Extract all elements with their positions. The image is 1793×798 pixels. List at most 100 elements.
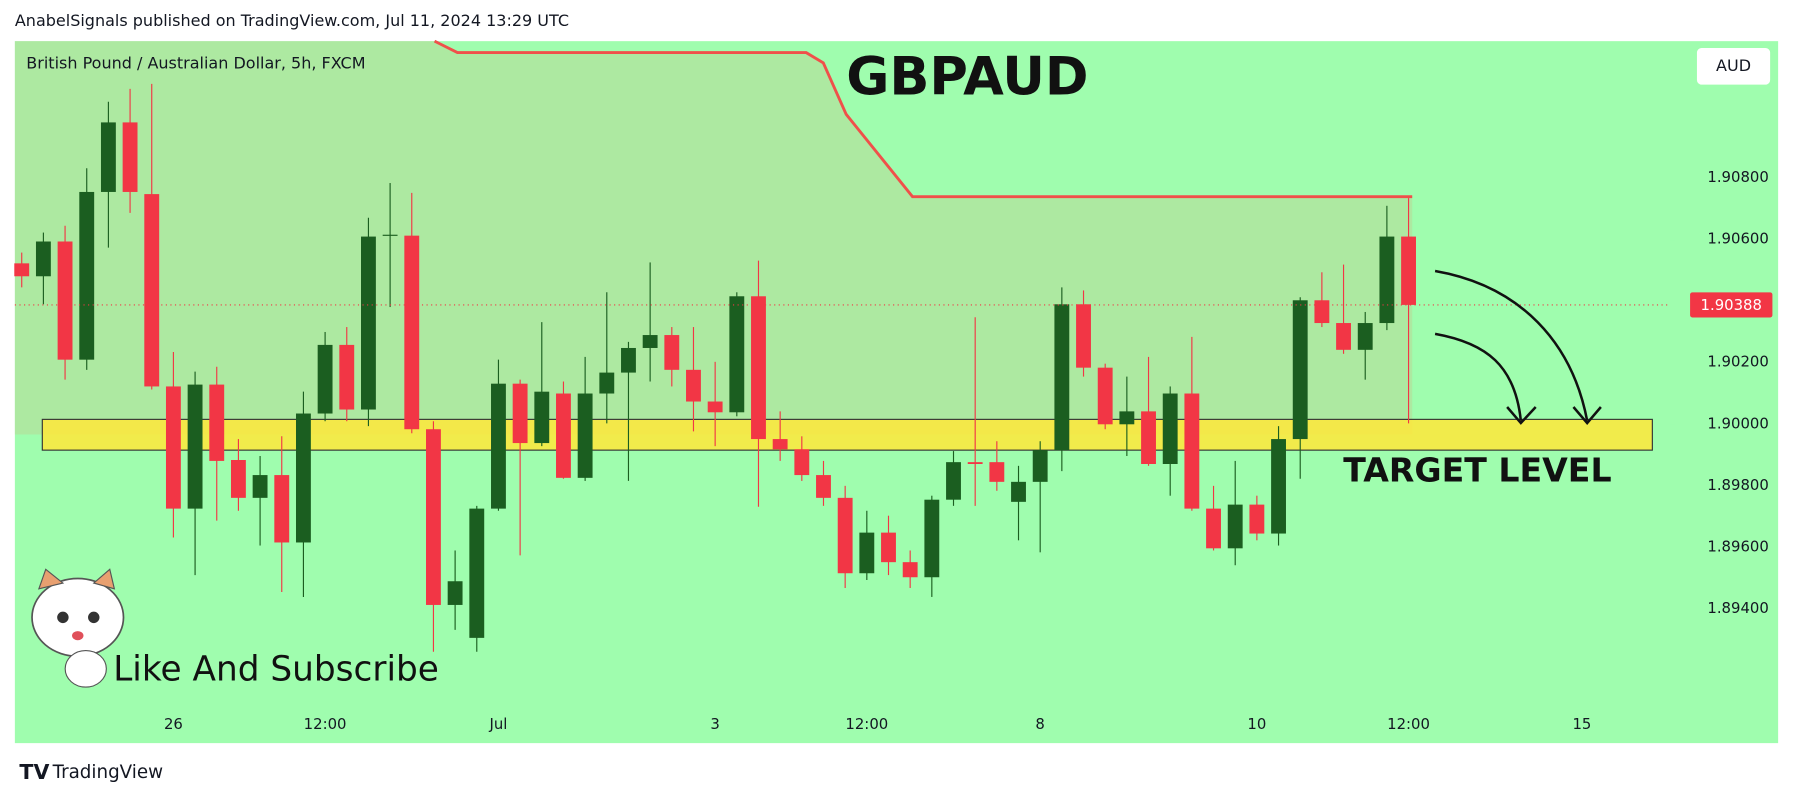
mascot-eye [57, 611, 69, 624]
candle-body [382, 234, 398, 236]
y-tick-label: 1.90800 [1707, 168, 1768, 186]
candle-body [859, 532, 875, 574]
candle-body [989, 462, 1005, 482]
candle-body [967, 462, 983, 464]
candle-body [165, 386, 181, 509]
candle-body [230, 459, 246, 498]
brand: TradingView [52, 762, 164, 783]
x-tick-label: 15 [1572, 715, 1591, 733]
candle-body [686, 369, 701, 402]
candle-body [491, 383, 506, 509]
x-tick-label: 3 [710, 715, 719, 733]
candle-body [1227, 504, 1243, 549]
y-tick-label: 1.89800 [1707, 476, 1768, 494]
candle-body [1076, 304, 1091, 368]
candle-body [621, 347, 636, 373]
chart-title: GBPAUD [846, 47, 1088, 108]
currency-label[interactable]: AUD [1716, 56, 1751, 75]
candle-body [1206, 508, 1221, 549]
candle-body [1141, 411, 1156, 464]
candle-body [252, 475, 268, 498]
arrow-head [1506, 406, 1537, 425]
x-tick-label: 12:00 [304, 715, 347, 733]
target-zone [41, 418, 1653, 451]
y-tick-label: 1.90600 [1707, 230, 1768, 248]
candle-body [816, 475, 831, 498]
candle-body [642, 335, 658, 348]
candle-body [14, 263, 30, 277]
candle-body [751, 296, 766, 440]
resistance-line [433, 39, 1413, 199]
mascot-body [64, 649, 107, 688]
candle-body [577, 393, 593, 478]
candle-body [1357, 323, 1373, 350]
candle-body [1249, 504, 1265, 534]
chart-bg [14, 41, 1779, 744]
x-tick-label: 8 [1035, 715, 1044, 733]
candle-body [339, 344, 355, 410]
y-tick-label: 1.89600 [1707, 537, 1768, 555]
candle-body [209, 384, 225, 461]
candle-body [57, 241, 73, 360]
candle-body [144, 194, 160, 387]
candle-body [1162, 393, 1178, 464]
mascot-head [31, 577, 125, 658]
candle-body [426, 429, 441, 605]
candle-body [1271, 439, 1286, 534]
last-price-tag [1690, 292, 1773, 318]
arrow-head [1572, 406, 1602, 425]
y-tick-label: 1.89400 [1707, 599, 1768, 617]
arrows [1434, 269, 1602, 425]
candle-body [122, 122, 138, 192]
target-label: TARGET LEVEL [1343, 450, 1611, 489]
candle-body [946, 462, 961, 500]
publisher-line: AnabelSignals published on TradingView.c… [15, 11, 569, 30]
candle-body [534, 391, 550, 444]
candle-body [664, 335, 680, 370]
candle-body [100, 122, 116, 192]
candle-body [837, 497, 853, 574]
candle-body [1054, 304, 1070, 451]
candle-body [1011, 481, 1026, 502]
currency-box[interactable] [1696, 48, 1771, 85]
candle-body [512, 383, 528, 444]
symbol-label: British Pound / Australian Dollar, 5h, F… [26, 54, 365, 73]
candle-body [1032, 450, 1048, 482]
tv-logo: TV [19, 760, 49, 784]
candle-body [794, 449, 810, 476]
candle-body [447, 581, 463, 605]
candle-body [599, 372, 615, 394]
candle-body [79, 191, 95, 360]
candle-body [881, 532, 896, 563]
candle-body [1379, 236, 1395, 324]
candle-body [1119, 411, 1135, 425]
candle-body [35, 241, 51, 277]
x-tick-label: 12:00 [1387, 715, 1430, 733]
candle-body [924, 499, 940, 578]
candle-body [707, 401, 723, 413]
annotation: Like And Subscribe [113, 650, 439, 690]
arrow [1434, 332, 1523, 421]
candle-body [274, 475, 290, 543]
candle-body [469, 508, 485, 638]
candle-body [556, 393, 571, 478]
x-tick-label: 12:00 [845, 715, 888, 733]
candle-body [295, 413, 311, 543]
candle-body [1336, 323, 1351, 350]
mascot-eye [88, 611, 100, 624]
candle-body [1097, 367, 1113, 425]
last-price-label: 1.90388 [1701, 296, 1762, 314]
candle-body [1314, 300, 1330, 324]
mascot-ears [37, 568, 116, 590]
y-tick-label: 1.90200 [1707, 353, 1768, 371]
candle-body [187, 384, 203, 509]
candle-body [772, 439, 788, 450]
y-tick-label: 1.90000 [1707, 414, 1768, 432]
candle-body [902, 562, 918, 578]
mascot-mouth [72, 631, 84, 641]
arrow [1434, 269, 1589, 421]
x-tick-label: 10 [1247, 715, 1266, 733]
candle-body [1401, 236, 1416, 305]
mascot [31, 568, 125, 688]
